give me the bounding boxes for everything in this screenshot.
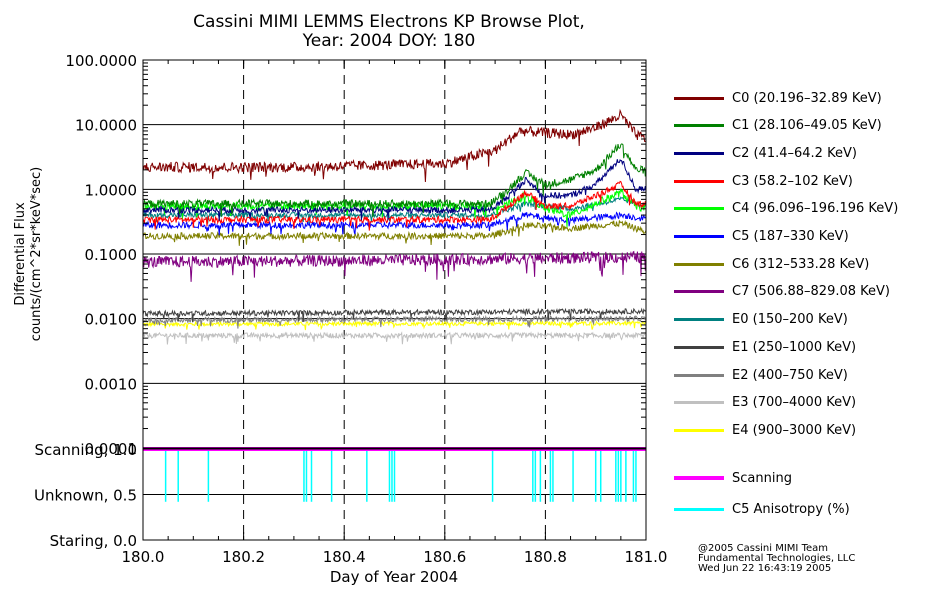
- series-line-e3: [142, 331, 647, 345]
- legend-item: C3 (58.2–102 KeV): [674, 170, 853, 192]
- x-tick-label: 180.0: [122, 548, 165, 566]
- series-line-e2: [142, 314, 647, 329]
- y-axis-label-line2: counts/(cm^2*sr*keV*sec): [29, 167, 44, 341]
- legend-label: C5 Anisotropy (%): [732, 501, 850, 517]
- series-line-c6: [142, 219, 647, 246]
- legend-label: C5 (187–330 KeV): [732, 229, 849, 244]
- credit-line-company: Fundamental Technologies, LLC: [698, 553, 856, 564]
- y-tick-label: 0.0010: [85, 375, 138, 393]
- legend-swatch: [674, 318, 724, 322]
- legend-label: C2 (41.4–64.2 KeV): [732, 145, 857, 161]
- series-line-e4: [142, 319, 646, 331]
- x-tick-label: 180.6: [423, 548, 466, 566]
- legend-label: Scanning: [732, 470, 792, 486]
- series-line-c3: [142, 180, 647, 231]
- series-line-e0: [142, 196, 647, 224]
- legend-item: C6 (312–533.28 KeV): [674, 253, 869, 275]
- legend-item: E4 (900–3000 KeV): [674, 419, 856, 441]
- series-line-c7: [142, 250, 647, 282]
- legend-swatch: [674, 290, 724, 294]
- legend-item: E1 (250–1000 KeV): [674, 336, 856, 358]
- lower-y-tick-label: Staring, 0.0: [50, 532, 137, 550]
- legend-label: C3 (58.2–102 KeV): [732, 173, 853, 189]
- legend-label: E2 (400–750 KeV): [732, 367, 848, 383]
- x-tick-label: 181.0: [625, 548, 668, 566]
- legend-item: C5 Anisotropy (%): [674, 498, 850, 520]
- y-tick-label: 0.0001: [85, 440, 138, 458]
- credit-block: @2005 Cassini MIMI Team Fundamental Tech…: [698, 544, 855, 574]
- y-tick-label: 1.0000: [85, 181, 138, 199]
- legend-item: C5 (187–330 KeV): [674, 226, 849, 248]
- legend-swatch: [674, 428, 724, 432]
- legend-item: E2 (400–750 KeV): [674, 364, 848, 386]
- legend-item: C7 (506.88–829.08 KeV): [674, 281, 890, 303]
- series-line-c0: [142, 108, 647, 183]
- legend-label: C6 (312–533.28 KeV): [732, 256, 870, 272]
- series-line-c5: [142, 211, 647, 236]
- legend-label: E0 (150–200 KeV): [732, 312, 848, 328]
- series-line-c1: [142, 143, 647, 218]
- y-tick-label: 0.1000: [85, 246, 138, 264]
- legend-label: C7 (506.88–829.08 KeV): [732, 284, 890, 300]
- legend-label: E3 (700–4000 KeV): [732, 395, 857, 411]
- legend-label: C4 (96.096–196.196 KeV): [732, 201, 899, 217]
- legend-label: E4 (900–3000 KeV): [732, 422, 857, 438]
- chart-subtitle: Year: 2004 DOY: 180: [302, 31, 476, 51]
- legend-item: E3 (700–4000 KeV): [674, 392, 856, 414]
- legend-item: C1 (28.106–49.05 KeV): [674, 115, 882, 137]
- legend-swatch: [674, 345, 724, 349]
- legend-label: E1 (250–1000 KeV): [732, 339, 857, 355]
- legend-swatch: [674, 476, 724, 480]
- y-axis-label-line1: Differential Flux: [13, 202, 28, 306]
- legend-swatch: [674, 235, 724, 238]
- credit-line-copyright: @2005 Cassini MIMI Team: [698, 543, 828, 554]
- lower-y-tick-label: Scanning, 1.0: [34, 441, 137, 459]
- y-tick-label: 0.0100: [85, 311, 138, 329]
- y-tick-label: 10.0000: [75, 117, 137, 135]
- legend-swatch: [674, 96, 724, 100]
- legend-swatch: [674, 262, 724, 266]
- legend-swatch: [674, 179, 724, 183]
- x-tick-label: 180.8: [524, 548, 567, 566]
- legend-swatch: [674, 401, 724, 405]
- chart-title: Cassini MIMI LEMMS Electrons KP Browse P…: [193, 12, 585, 32]
- legend-item: C2 (41.4–64.2 KeV): [674, 142, 857, 164]
- series-line-c2: [142, 159, 647, 221]
- legend-item: E0 (150–200 KeV): [674, 309, 848, 331]
- legend-item: C4 (96.096–196.196 KeV): [674, 198, 898, 220]
- y-tick-label: 100.0000: [65, 52, 137, 70]
- credit-line-date: Wed Jun 22 16:43:19 2005: [698, 563, 832, 574]
- x-axis-label: Day of Year 2004: [330, 568, 458, 586]
- series-line-e1: [142, 307, 647, 323]
- legend-swatch: [674, 373, 724, 377]
- x-tick-label: 180.2: [222, 548, 265, 566]
- legend-swatch: [674, 207, 724, 211]
- series-line-c4: [142, 188, 647, 228]
- lower-y-tick-label: Unknown, 0.5: [34, 487, 137, 505]
- legend-swatch: [674, 151, 724, 155]
- legend-label: C1 (28.106–49.05 KeV): [732, 118, 882, 134]
- legend-swatch: [674, 507, 724, 511]
- legend-swatch: [674, 124, 724, 128]
- x-tick-label: 180.4: [323, 548, 366, 566]
- legend-item: Scanning: [674, 467, 792, 489]
- legend-item: C0 (20.196–32.89 KeV): [674, 87, 882, 109]
- legend-label: C0 (20.196–32.89 KeV): [732, 90, 882, 106]
